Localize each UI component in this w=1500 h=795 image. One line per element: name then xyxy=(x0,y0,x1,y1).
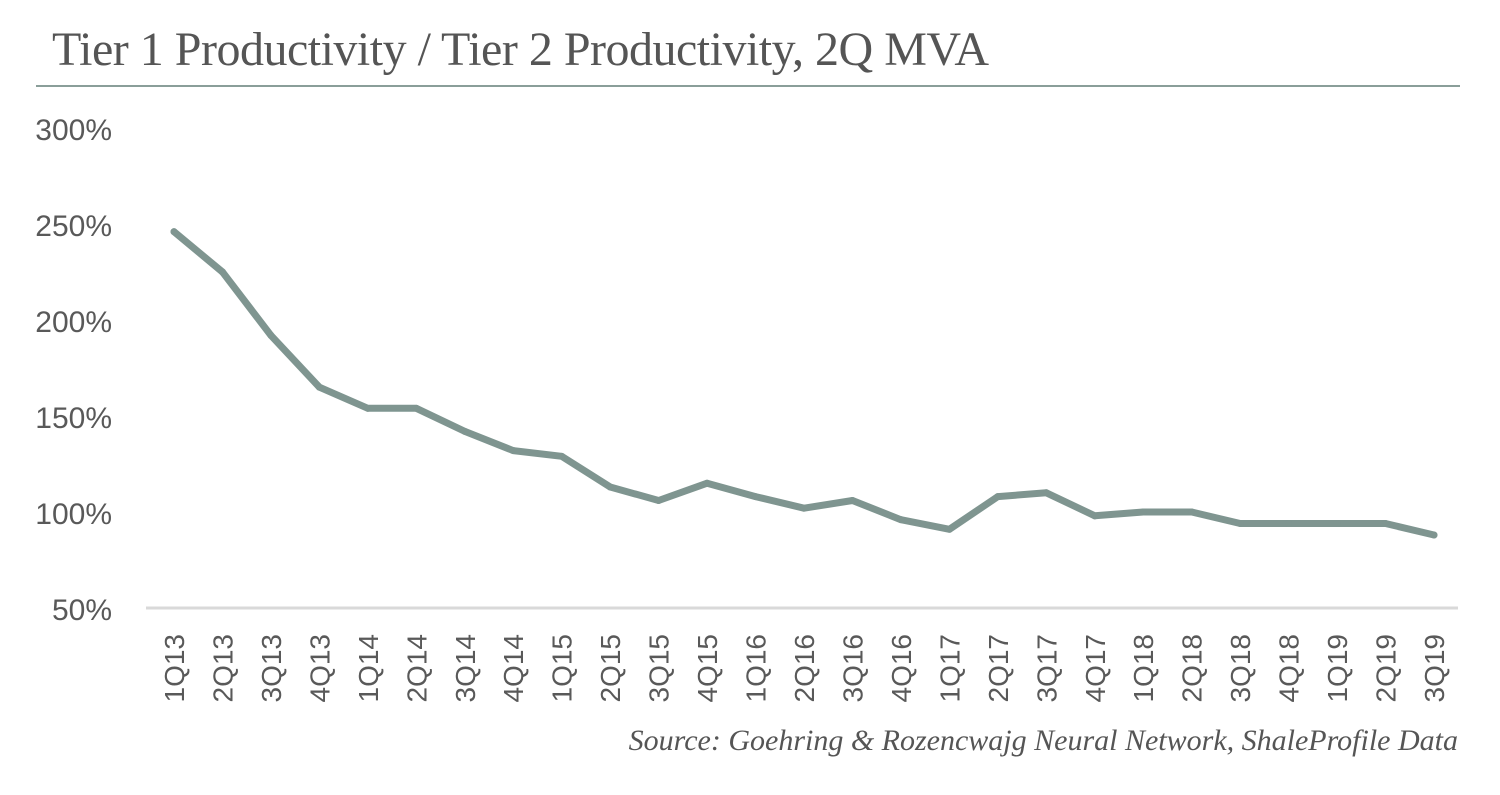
x-tick-label: 3Q14 xyxy=(450,634,481,703)
data-point xyxy=(606,483,614,491)
y-tick-label: 300% xyxy=(35,114,112,147)
x-tick-label: 4Q14 xyxy=(498,634,529,703)
y-tick-label: 100% xyxy=(35,498,112,531)
series-group xyxy=(170,228,1438,539)
x-tick-label: 2Q19 xyxy=(1371,634,1402,703)
y-tick-label: 250% xyxy=(35,210,112,243)
x-tick-label: 3Q19 xyxy=(1419,634,1450,703)
x-tick-label: 1Q19 xyxy=(1322,634,1353,703)
x-tick-label: 1Q14 xyxy=(353,634,384,703)
data-point xyxy=(315,383,323,391)
x-tick-label: 1Q17 xyxy=(934,634,965,703)
chart-title: Tier 1 Productivity / Tier 2 Productivit… xyxy=(52,23,989,76)
x-tick-label: 2Q18 xyxy=(1177,634,1208,703)
x-tick-label: 1Q18 xyxy=(1128,634,1159,703)
source-note: Source: Goehring & Rozencwajg Neural Net… xyxy=(628,724,1458,757)
x-tick-label: 1Q15 xyxy=(547,634,578,703)
x-tick-label: 3Q18 xyxy=(1225,634,1256,703)
data-point xyxy=(752,493,760,501)
data-point xyxy=(218,268,226,276)
y-tick-label: 150% xyxy=(35,402,112,435)
x-tick-label: 3Q13 xyxy=(256,634,287,703)
x-tick-label: 2Q14 xyxy=(401,634,432,703)
y-tick-label: 200% xyxy=(35,306,112,339)
x-tick-label: 3Q16 xyxy=(837,634,868,703)
data-point xyxy=(267,331,275,339)
y-axis: 50% 100% 150% 200% 250% 300% xyxy=(35,114,112,627)
title-divider xyxy=(36,85,1460,87)
data-point xyxy=(1091,512,1099,520)
data-point xyxy=(945,525,953,533)
x-tick-label: 2Q15 xyxy=(595,634,626,703)
x-axis: 1Q13 2Q13 3Q13 4Q13 1Q14 2Q14 3Q14 4Q14 1Q15 2Q15… xyxy=(159,634,1450,703)
x-tick-label: 4Q18 xyxy=(1274,634,1305,703)
data-point xyxy=(1333,520,1341,528)
data-point xyxy=(897,516,905,524)
data-point xyxy=(800,504,808,512)
data-point xyxy=(1285,520,1293,528)
x-tick-label: 2Q17 xyxy=(983,634,1014,703)
data-point xyxy=(655,496,663,504)
data-point xyxy=(170,228,178,236)
x-tick-label: 4Q16 xyxy=(886,634,917,703)
data-point xyxy=(509,447,517,455)
data-point xyxy=(1188,508,1196,516)
series-line xyxy=(170,228,1438,539)
x-tick-label: 2Q16 xyxy=(789,634,820,703)
data-point xyxy=(1382,520,1390,528)
x-tick-label: 3Q15 xyxy=(644,634,675,703)
x-tick-label: 4Q17 xyxy=(1080,634,1111,703)
y-tick-label: 50% xyxy=(52,594,112,627)
x-tick-label: 4Q15 xyxy=(692,634,723,703)
data-point xyxy=(1042,489,1050,497)
data-point xyxy=(558,452,566,460)
data-point xyxy=(461,427,469,435)
data-point xyxy=(703,479,711,487)
x-tick-label: 3Q17 xyxy=(1031,634,1062,703)
x-tick-label: 4Q13 xyxy=(304,634,335,703)
data-point xyxy=(848,496,856,504)
data-point xyxy=(412,404,420,412)
data-point xyxy=(1139,508,1147,516)
data-point xyxy=(1430,531,1438,539)
x-tick-label: 1Q16 xyxy=(741,634,772,703)
data-point xyxy=(364,404,372,412)
data-point xyxy=(994,493,1002,501)
x-tick-label: 2Q13 xyxy=(207,634,238,703)
data-point xyxy=(1236,520,1244,528)
x-tick-label: 1Q13 xyxy=(159,634,190,703)
